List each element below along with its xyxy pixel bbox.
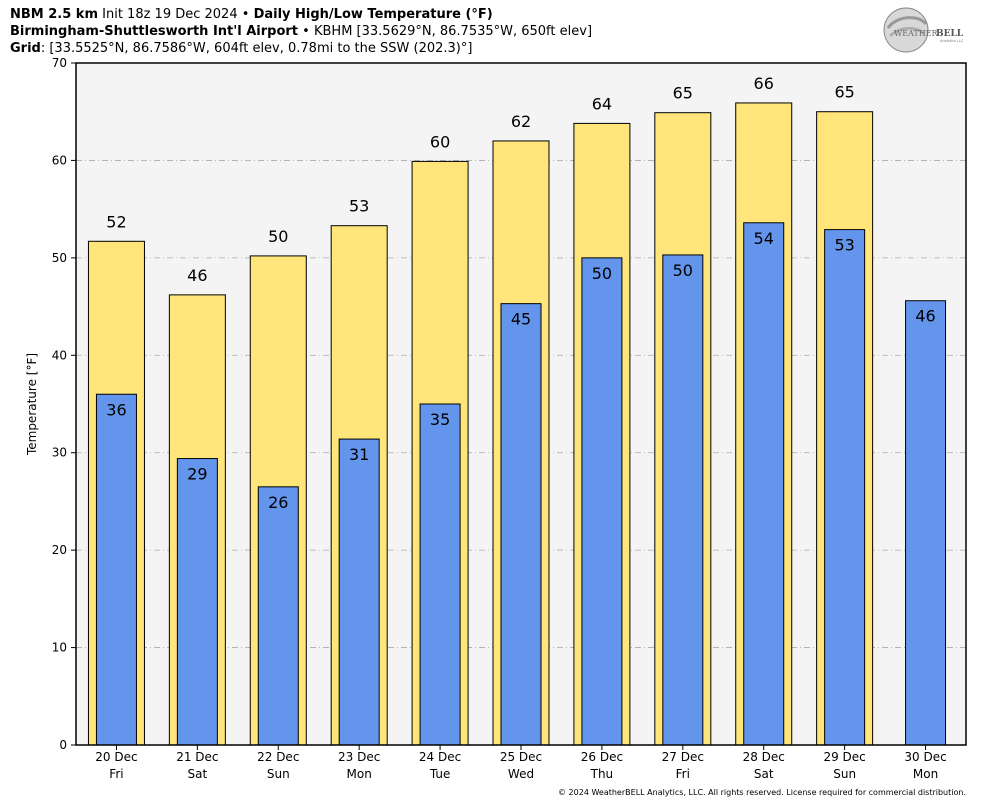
copyright-footer: © 2024 WeatherBELL Analytics, LLC. All r… [558,788,966,797]
x-tick-date: 30 Dec [904,750,946,764]
high-value-label: 66 [754,74,774,93]
x-tick-date: 26 Dec [581,750,623,764]
x-tick-date: 20 Dec [95,750,137,764]
y-axis-label: Temperature [°F] [25,353,39,456]
x-tick-day: Fri [676,767,690,781]
high-value-label: 65 [834,83,854,102]
y-tick-label: 50 [52,251,67,265]
low-value-label: 53 [834,236,854,255]
x-tick-date: 22 Dec [257,750,299,764]
low-value-label: 36 [106,400,126,419]
low-bar [419,403,461,746]
x-tick-day: Mon [913,767,938,781]
separator: • [241,7,250,22]
logo-text-a: WEATHER [894,29,939,38]
low-value-label: 45 [511,310,531,329]
station-name: Birmingham-Shuttlesworth Int'l Airport [10,24,299,39]
high-value-label: 53 [349,197,369,216]
x-tick-day: Tue [429,767,451,781]
grid-label: Grid [10,41,41,56]
low-value-label: 29 [187,465,207,484]
chart-title-line3: Grid: [33.5525°N, 86.7586°W, 604ft elev,… [10,40,472,57]
y-tick-label: 60 [52,153,67,167]
low-bar [338,438,380,746]
high-value-label: 64 [592,94,612,113]
y-tick-label: 40 [52,348,67,362]
product-name: Daily High/Low Temperature (°F) [253,7,493,22]
y-tick-label: 10 [52,641,67,655]
high-value-label: 60 [430,132,450,151]
y-tick-label: 30 [52,446,67,460]
low-value-label: 54 [754,229,774,248]
x-tick-date: 23 Dec [338,750,380,764]
low-bar [743,222,785,746]
chart-title-line2: Birmingham-Shuttlesworth Int'l Airport •… [10,23,592,40]
x-tick-day: Sun [267,767,290,781]
init-time: Init 18z 19 Dec 2024 [102,7,238,22]
x-tick-day: Mon [347,767,372,781]
x-tick-day: Sun [833,767,856,781]
weatherbell-logo: WEATHER BELL Analytics LLC [883,7,964,53]
x-tick-day: Thu [590,767,614,781]
low-value-label: 50 [592,264,612,283]
y-axis: 0 10 20 30 40 50 60 70 [52,56,76,752]
high-value-label: 46 [187,266,207,285]
x-tick-date: 25 Dec [500,750,542,764]
x-tick-date: 27 Dec [662,750,704,764]
low-value-label: 26 [268,493,288,512]
high-value-label: 62 [511,112,531,131]
logo-subtext: Analytics LLC [940,39,964,43]
low-bar [581,257,623,746]
high-value-label: 52 [106,212,126,231]
logo-text-b: BELL [936,29,964,39]
low-bar [824,229,866,746]
x-tick-day: Wed [508,767,534,781]
low-value-label: 50 [673,261,693,280]
x-tick-date: 28 Dec [743,750,785,764]
low-bar [257,486,299,746]
x-tick-date: 24 Dec [419,750,461,764]
high-value-label: 65 [673,84,693,103]
model-name: NBM 2.5 km [10,7,98,22]
x-tick-day: Sat [188,767,208,781]
low-value-label: 35 [430,410,450,429]
low-bar [662,254,704,746]
x-tick-day: Fri [109,767,123,781]
station-info: KBHM [33.5629°N, 86.7535°W, 650ft elev] [313,24,593,39]
y-tick-label: 20 [52,543,67,557]
x-tick-date: 29 Dec [823,750,865,764]
y-tick-label: 0 [59,738,67,752]
low-value-label: 46 [915,307,935,326]
low-value-label: 31 [349,445,369,464]
low-bar [95,393,137,746]
high-value-label: 50 [268,227,288,246]
chart-title-line1: NBM 2.5 km Init 18z 19 Dec 2024 • Daily … [10,6,493,23]
x-tick-date: 21 Dec [176,750,218,764]
grid-info: : [33.5525°N, 86.7586°W, 604ft elev, 0.7… [40,41,473,56]
bars: 52 36 46 29 50 26 53 31 60 35 62 45 64 50 65 50 66 54 65 53… [87,74,947,746]
low-bar [500,303,542,746]
x-tick-day: Sat [754,767,774,781]
separator: • [302,24,310,39]
y-tick-label: 70 [52,56,67,70]
low-bar [905,300,947,746]
low-bar [176,458,218,746]
x-axis: 20 Dec Fri 21 Dec Sat 22 Dec Sun 23 Dec Mon 24 D… [95,745,947,781]
